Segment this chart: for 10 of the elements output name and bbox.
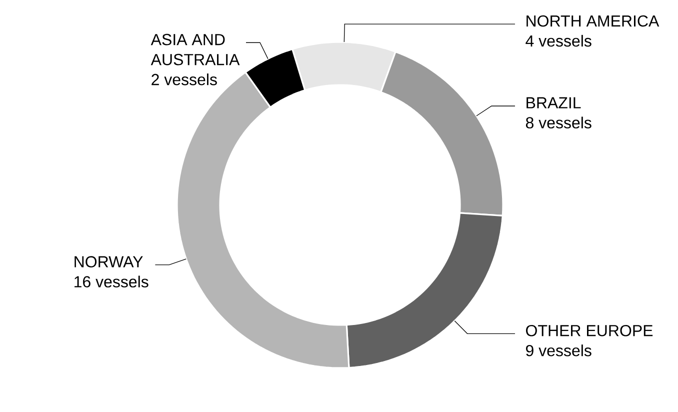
slice-label: OTHER EUROPE: [526, 324, 653, 336]
data-label: 8 vessels: [526, 116, 592, 128]
data-label: 9 vessels: [526, 344, 592, 356]
slice-label: ASIA AND AUSTRALIA: [150, 34, 240, 66]
data-label: 2 vessels: [152, 73, 217, 86]
data-label: 16 vessels: [74, 276, 148, 288]
slice-label: NORTH AMERICA: [526, 15, 660, 27]
slice-label: NORWAY: [74, 256, 143, 268]
slice-label: BRAZIL: [526, 97, 581, 108]
data-label: 4 vessels: [526, 34, 592, 47]
